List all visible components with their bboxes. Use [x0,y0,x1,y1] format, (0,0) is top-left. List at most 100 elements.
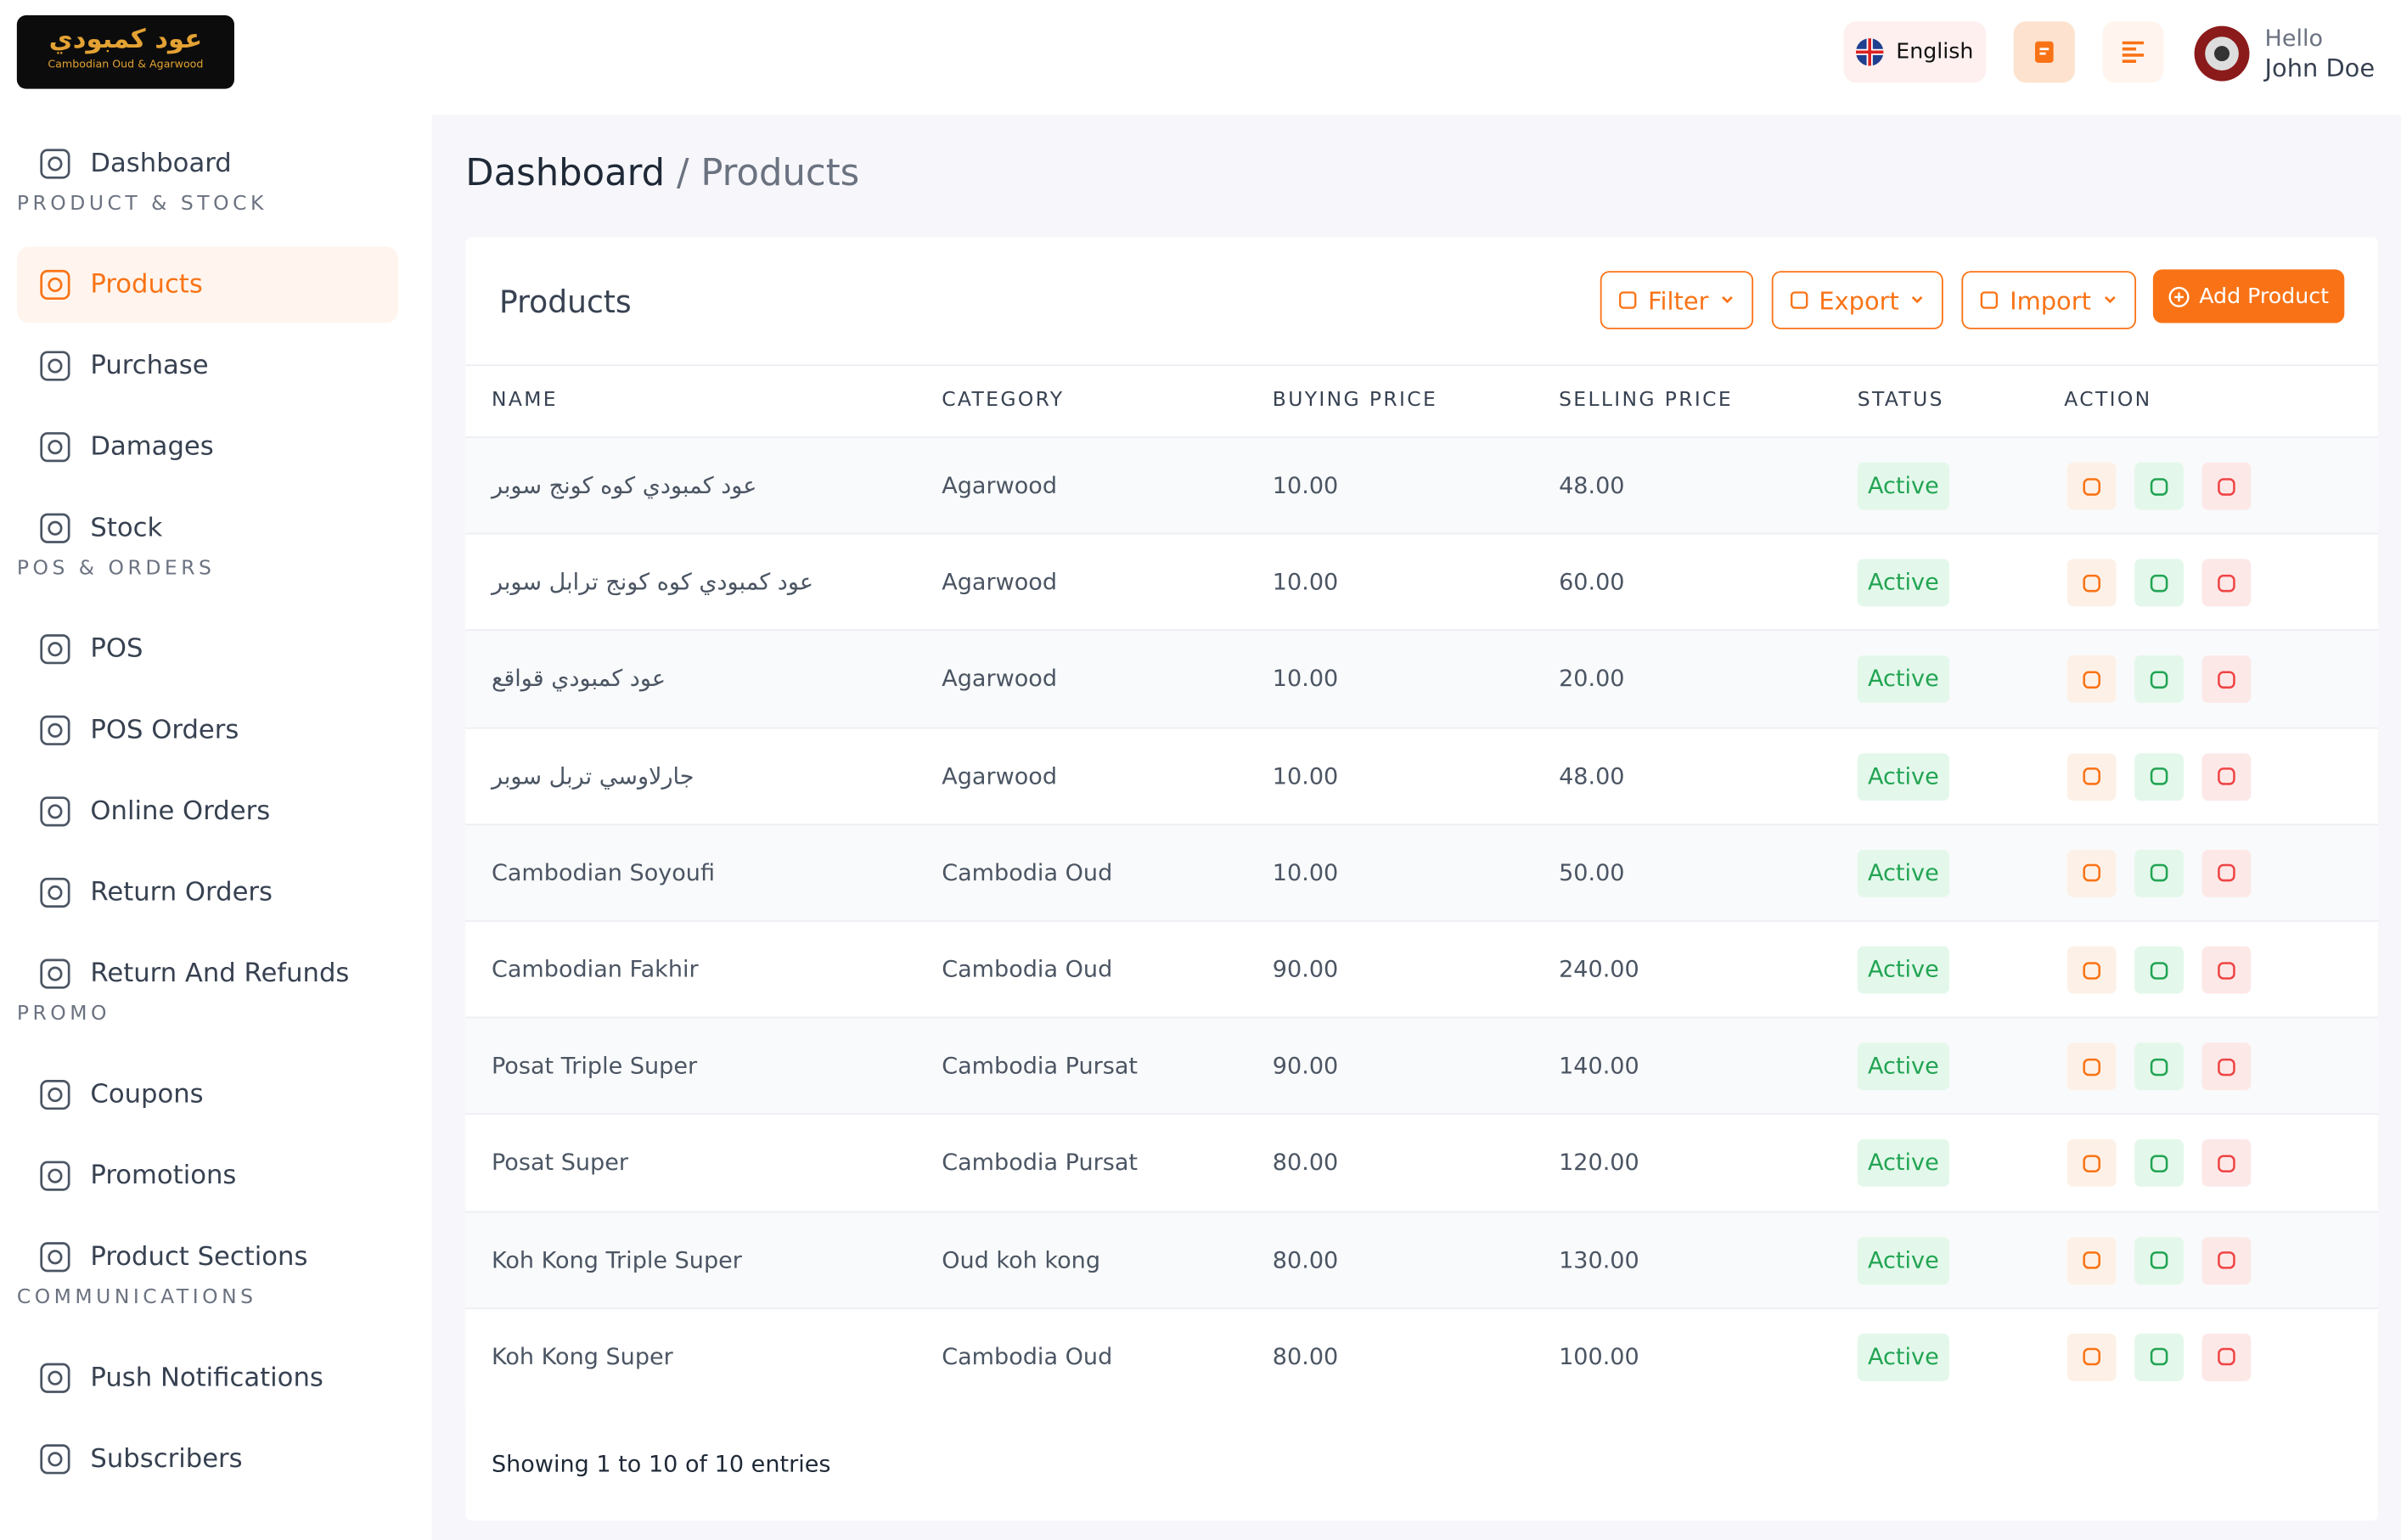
delete-button[interactable] [2201,655,2252,704]
delete-button[interactable] [2201,1236,2252,1284]
delete-button[interactable] [2201,1043,2252,1091]
logo-title: عود كمبودي [48,24,203,55]
breadcrumb-root[interactable]: Dashboard [465,151,666,195]
table-cell: عود كمبودي قواقع [491,665,666,693]
toolbar-button[interactable]: Import [1961,271,2137,329]
sidebar-item[interactable]: Online Orders [17,773,398,850]
table-row: عود كمبودي قواقع Agarwood 10.00 20.00 Active [465,629,2378,728]
avatar[interactable] [2193,25,2252,83]
view-button[interactable] [2066,462,2117,510]
sidebar-item[interactable]: Return And Refunds [17,936,398,1012]
table-row: Posat Super Cambodia Pursat 80.00 120.00 Act… [465,1113,2378,1212]
sidebar-label: POS Orders [90,715,239,746]
table-cell: عود كمبودي كوه كونج ترابل سوبر [491,568,813,596]
table-cell: 10.00 [1272,858,1339,886]
column-header: CATEGORY [942,389,1065,413]
edit-button[interactable] [2134,1139,2184,1188]
edit-button[interactable] [2134,1333,2184,1381]
edit-button[interactable] [2134,752,2184,801]
table-cell: 48.00 [1559,762,1625,790]
sidebar-heading: PRODUCT & STOCK [16,193,267,216]
table-cell: 120.00 [1559,1149,1639,1177]
view-button[interactable] [2066,1333,2117,1381]
toolbar-button[interactable]: Filter [1600,271,1754,329]
sidebar-item[interactable]: POS [17,611,398,688]
toolbar-button[interactable]: Export [1771,271,1943,329]
view-button[interactable] [2066,1236,2117,1284]
delete-button[interactable] [2201,462,2252,510]
table-row: جارلاوسي تربل سوبر Agarwood 10.00 48.00 Acti… [465,726,2378,825]
sidebar-item[interactable]: Push Notifications [17,1340,398,1416]
view-button[interactable] [2066,655,2117,704]
sidebar-item[interactable]: Product Sections [17,1219,398,1296]
sidebar-item[interactable]: Purchase [17,328,398,404]
sidebar-item[interactable]: POS Orders [17,692,398,768]
edit-button[interactable] [2134,462,2184,510]
sidebar-item[interactable]: Coupons [17,1056,398,1133]
edit-button[interactable] [2134,946,2184,994]
sidebar-item[interactable]: Dashboard [17,126,398,202]
delete-button[interactable] [2201,752,2252,801]
language-button[interactable]: English [1843,21,1987,83]
table-cell: Agarwood [942,471,1058,499]
delete-button[interactable] [2201,849,2252,897]
sidebar-label: Push Notifications [90,1363,323,1394]
table-cell: Koh Kong Triple Super [491,1245,742,1273]
delete-button[interactable] [2201,946,2252,994]
table-cell: Agarwood [942,568,1058,596]
table-cell: Cambodia Pursat [942,1052,1139,1080]
table-cell: 60.00 [1559,568,1625,596]
table-cell: 10.00 [1272,568,1339,596]
view-button[interactable] [2066,559,2117,607]
table-cell: Posat Triple Super [491,1052,698,1080]
view-button[interactable] [2066,1139,2117,1188]
toolbar-button-label: Import [2010,285,2091,315]
status-badge: Active [1857,1236,1949,1284]
sidebar-label: Purchase [90,351,209,382]
edit-button[interactable] [2134,655,2184,704]
delete-button[interactable] [2201,559,2252,607]
sidebar-item[interactable]: Promotions [17,1138,398,1214]
top-bar: عود كمبودي Cambodian Oud & Agarwood Engl… [0,0,2401,115]
sidebar-label: Damages [90,431,214,463]
sidebar-item[interactable]: Subscribers [17,1421,398,1498]
sidebar-item[interactable]: Damages [17,409,398,486]
table-cell: 80.00 [1272,1245,1339,1273]
edit-button[interactable] [2134,1236,2184,1284]
add-product-label: Add Product [2199,284,2330,309]
edit-button[interactable] [2134,559,2184,607]
logo[interactable]: عود كمبودي Cambodian Oud & Agarwood [16,15,234,89]
sidebar-label: Products [90,269,203,301]
edit-button[interactable] [2134,1043,2184,1091]
sidebar-label: Online Orders [90,795,271,827]
view-button[interactable] [2066,946,2117,994]
pos-button[interactable] [2013,21,2075,83]
menu-button[interactable] [2102,21,2164,83]
status-badge: Active [1857,1333,1949,1381]
table-cell: 10.00 [1272,762,1339,790]
view-button[interactable] [2066,849,2117,897]
delete-button[interactable] [2201,1139,2252,1188]
table-cell: 130.00 [1559,1245,1639,1273]
view-button[interactable] [2066,1043,2117,1091]
add-product-button[interactable]: Add Product [2152,269,2345,323]
column-header: STATUS [1857,389,1944,413]
sidebar-item[interactable]: Return Orders [17,854,398,930]
sidebar-heading: POS & ORDERS [16,557,216,581]
sidebar-label: Return Orders [90,877,273,908]
edit-button[interactable] [2134,849,2184,897]
view-button[interactable] [2066,752,2117,801]
table-cell: Koh Kong Super [491,1342,673,1370]
sidebar: Dashboard PRODUCT & STOCK Products Purchase… [0,115,432,1540]
sidebar-label: Coupons [90,1079,204,1110]
toolbar-button-label: Export [1819,285,1899,315]
sidebar-heading: COMMUNICATIONS [16,1286,257,1310]
table-row: Posat Triple Super Cambodia Pursat 90.00 14… [465,1016,2378,1116]
status-badge: Active [1857,752,1949,801]
table-cell: عود كمبودي كوه كونج سوبر [491,471,757,499]
table-cell: 10.00 [1272,665,1339,693]
sidebar-item[interactable]: Stock [17,490,398,566]
language: English [1896,39,1974,65]
sidebar-item[interactable]: Products [16,246,398,323]
delete-button[interactable] [2201,1333,2252,1381]
